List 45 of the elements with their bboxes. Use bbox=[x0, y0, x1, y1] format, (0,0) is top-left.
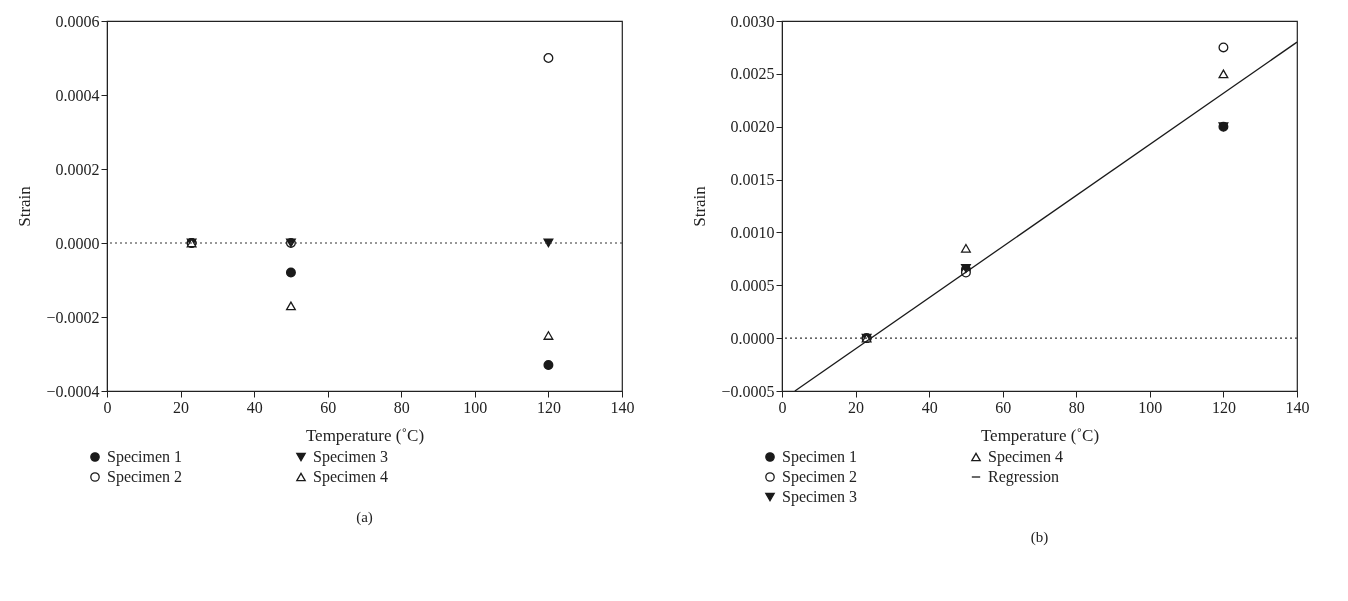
x-tick-label: 120 bbox=[1211, 398, 1236, 416]
x-axis-title: Temperature (˚C) bbox=[980, 425, 1100, 445]
y-tick-label: 0.0000 bbox=[55, 234, 100, 252]
y-axis-title: Strain bbox=[15, 185, 35, 227]
x-tick-label: 100 bbox=[463, 398, 488, 416]
x-axis-title: Temperature (˚C) bbox=[305, 425, 425, 445]
legend-label: Specimen 3 bbox=[313, 448, 389, 466]
y-tick-label: 0.0010 bbox=[730, 223, 775, 241]
x-tick-label: 20 bbox=[173, 398, 190, 416]
y-tick-label: 0.0006 bbox=[55, 12, 100, 30]
y-tick-label: 0.0000 bbox=[730, 329, 775, 347]
x-tick-label: 120 bbox=[536, 398, 561, 416]
legend-label: Specimen 2 bbox=[107, 468, 183, 486]
x-tick-label: 0 bbox=[103, 398, 112, 416]
y-tick-label: 0.0005 bbox=[730, 276, 775, 294]
x-tick-label: 60 bbox=[320, 398, 337, 416]
x-tick-label: 100 bbox=[1138, 398, 1163, 416]
y-tick-label: 0.0004 bbox=[55, 86, 100, 104]
legend-label: Specimen 4 bbox=[313, 468, 389, 486]
y-tick-label: 0.0020 bbox=[730, 118, 775, 136]
y-tick-label: 0.0030 bbox=[730, 12, 775, 30]
legend-label: Specimen 4 bbox=[988, 448, 1064, 466]
x-tick-label: 80 bbox=[393, 398, 410, 416]
x-tick-label: 140 bbox=[610, 398, 635, 416]
y-tick-label: 0.0002 bbox=[55, 160, 100, 178]
x-tick-label: 140 bbox=[1285, 398, 1310, 416]
legend-label: Specimen 3 bbox=[782, 488, 858, 506]
x-tick-label: 40 bbox=[246, 398, 263, 416]
x-tick-label: 0 bbox=[778, 398, 787, 416]
legend-label: Specimen 1 bbox=[107, 448, 183, 466]
legend-label: Specimen 1 bbox=[782, 448, 858, 466]
y-tick-label: 0.0015 bbox=[730, 171, 775, 189]
y-tick-label: −0.0005 bbox=[721, 382, 775, 400]
legend-label: Specimen 2 bbox=[782, 468, 858, 486]
text: (b) bbox=[1030, 529, 1049, 546]
x-tick-label: 40 bbox=[921, 398, 938, 416]
text: (a) bbox=[356, 509, 373, 526]
y-tick-label: −0.0002 bbox=[46, 308, 100, 326]
x-tick-label: 60 bbox=[995, 398, 1012, 416]
x-tick-label: 80 bbox=[1068, 398, 1085, 416]
x-tick-label: 20 bbox=[848, 398, 865, 416]
y-tick-label: −0.0004 bbox=[46, 382, 100, 400]
y-tick-label: 0.0025 bbox=[730, 65, 775, 83]
legend-label: Regression bbox=[988, 468, 1060, 486]
y-axis-title: Strain bbox=[690, 185, 710, 227]
